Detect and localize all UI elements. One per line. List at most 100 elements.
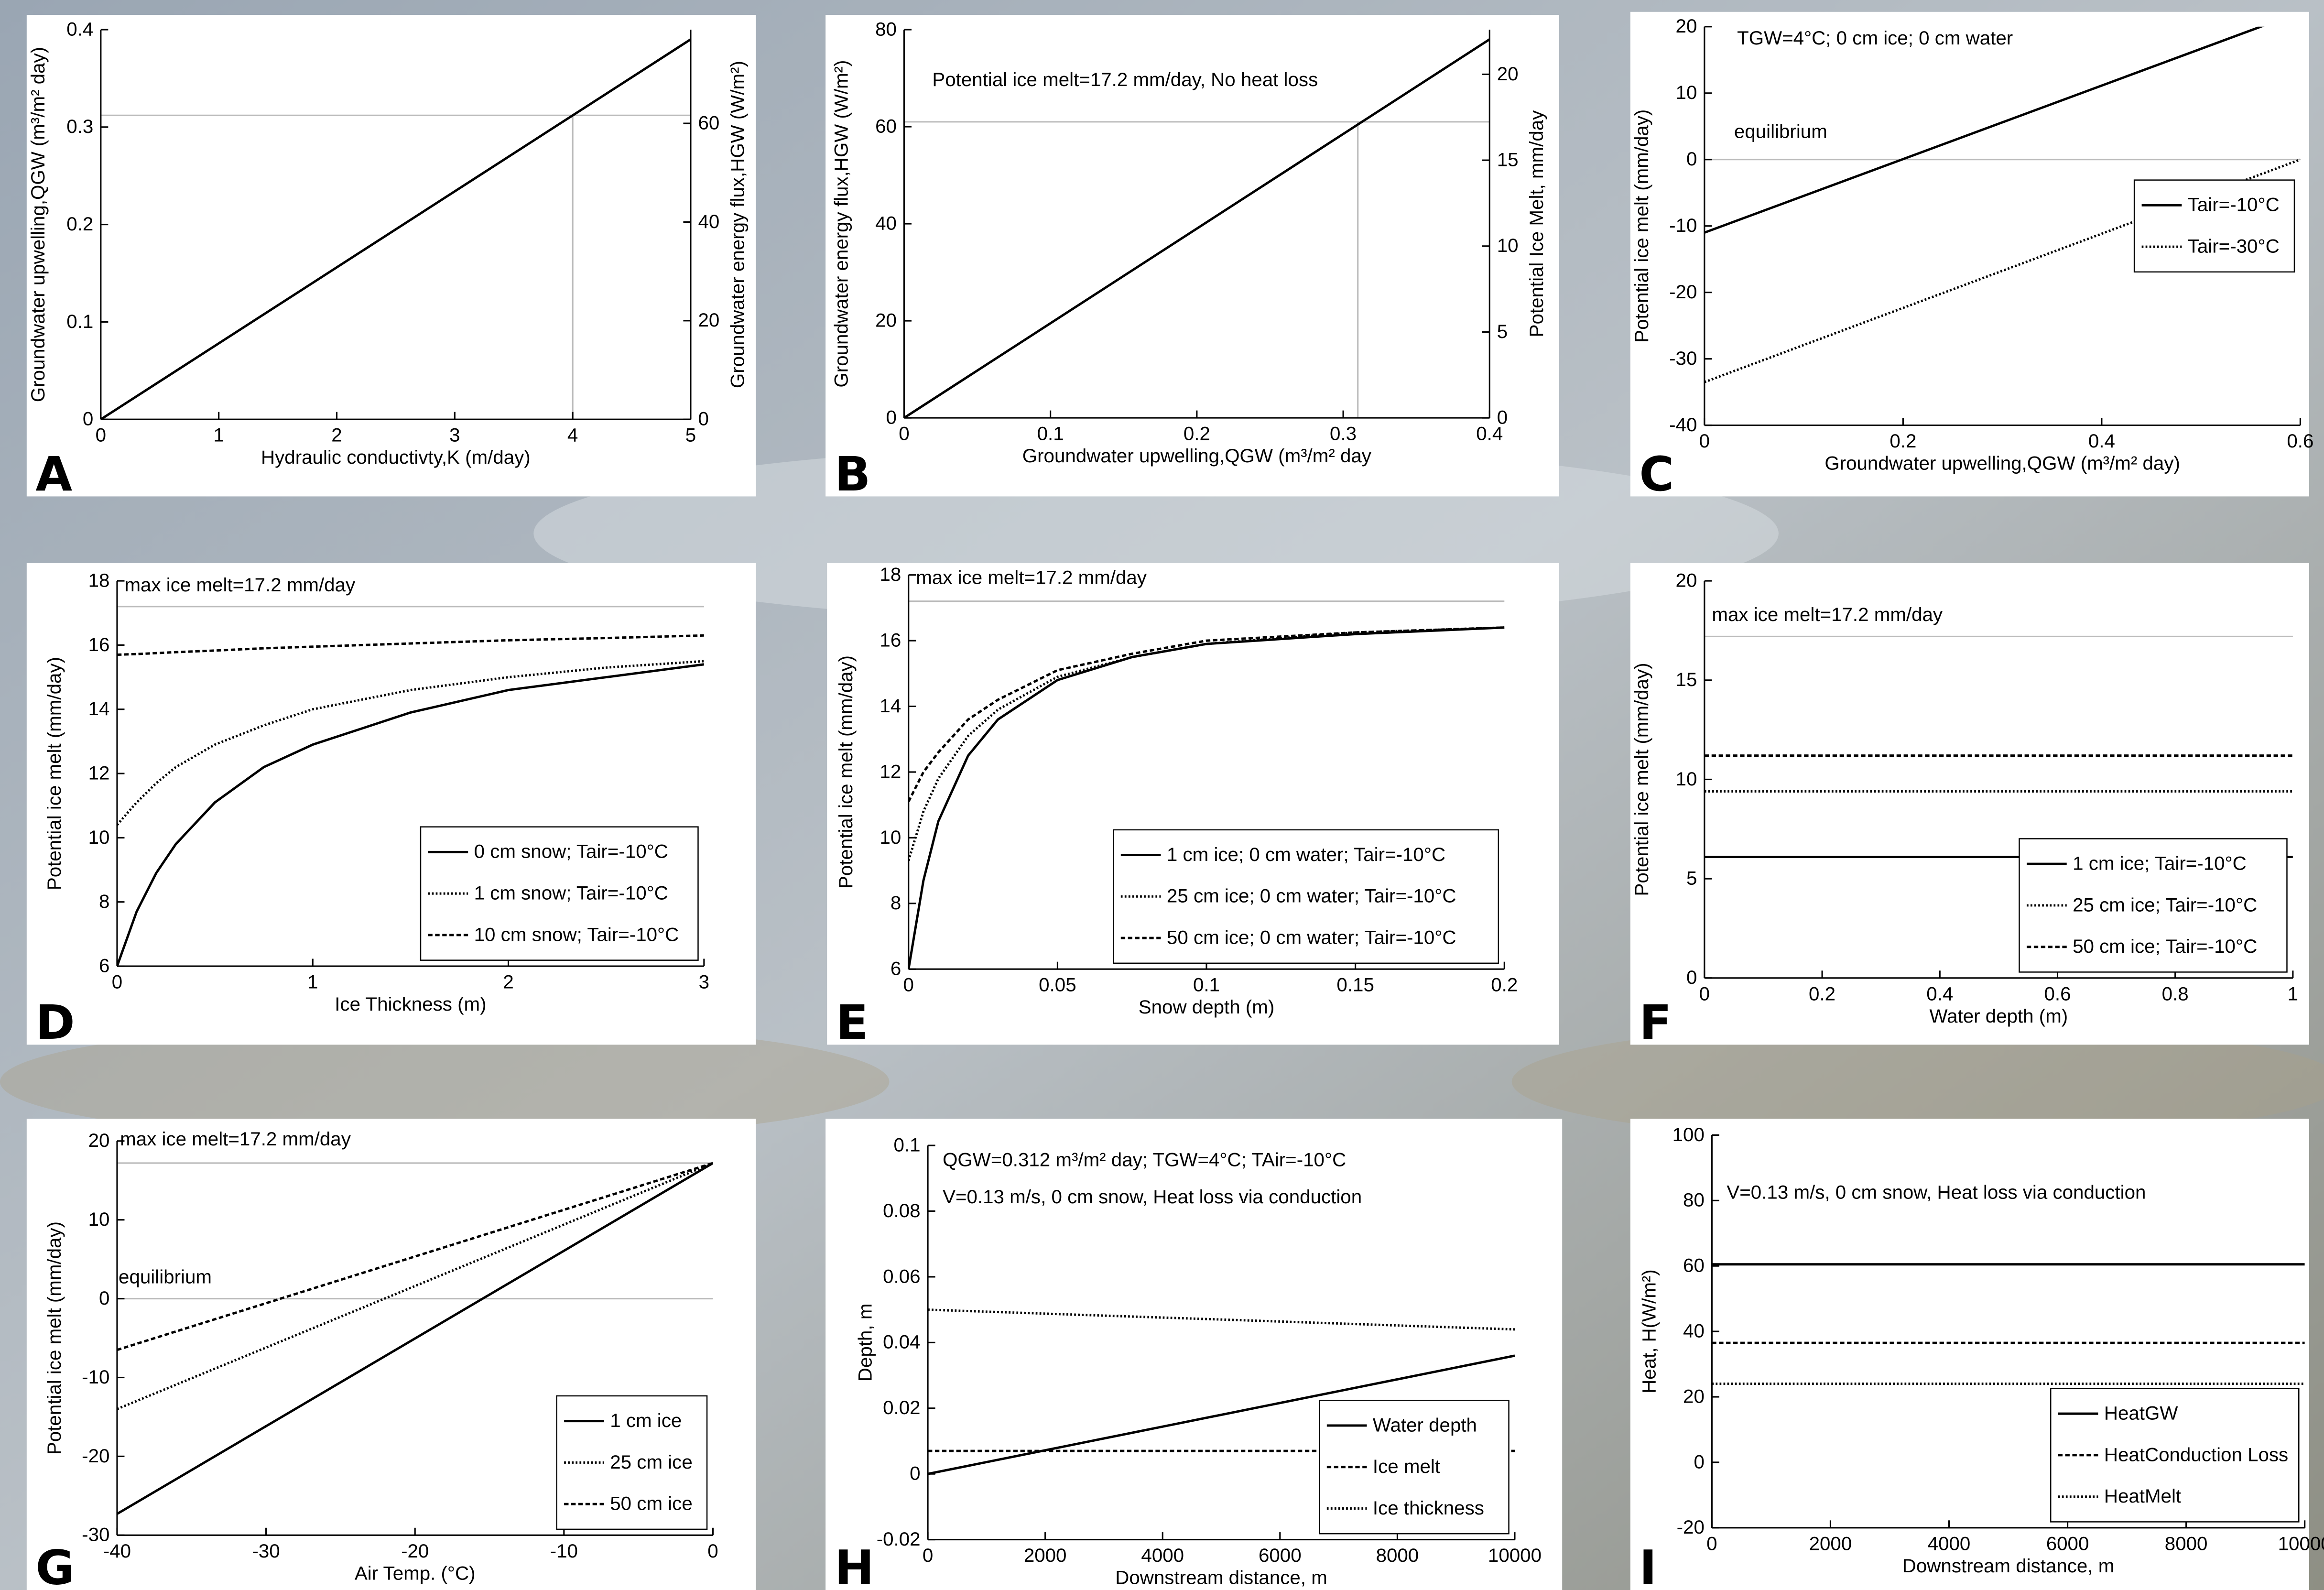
x-tick-label: 0.6 [2044, 983, 2071, 1004]
annotation: max ice melt=17.2 mm/day [1712, 604, 1943, 625]
y-axis-label: Potential ice melt (mm/day) [835, 655, 857, 889]
y-axis-label: Potential ice melt (mm/day) [43, 657, 65, 890]
x-tick-label: 1 [2288, 983, 2298, 1004]
x-tick-label: 0.2 [1491, 974, 1518, 996]
x-tick-label: 8000 [1376, 1545, 1419, 1566]
x-tick-label: -10 [550, 1540, 578, 1562]
y2-axis-label: Groundwater energy flux,HGW (W/m²) [727, 61, 749, 388]
y-tick-label: -20 [1669, 281, 1697, 303]
panel: 0123681012141618Ice Thickness (m)Potenti… [27, 563, 756, 1050]
x-tick-label: 0 [96, 425, 106, 446]
y-tick-label: 14 [880, 695, 901, 717]
legend-label: Water depth [1373, 1414, 1477, 1436]
x-tick-label: 0 [1706, 1533, 1717, 1554]
legend-label: 0 cm snow; Tair=-10°C [474, 841, 668, 862]
y-tick-label: -0.02 [877, 1528, 921, 1550]
y-tick-label: 0.04 [883, 1331, 920, 1353]
x-tick-label: 0.8 [2162, 983, 2189, 1004]
annotation: V=0.13 m/s, 0 cm snow, Heat loss via con… [943, 1186, 1362, 1208]
x-tick-label: 4000 [1141, 1545, 1184, 1566]
panel-letter: D [35, 995, 75, 1050]
x-tick-label: 0.2 [1809, 983, 1835, 1004]
y-tick-label: 8 [99, 891, 109, 912]
x-axis-label: Downstream distance, m [1902, 1555, 2115, 1577]
y-tick-label: 80 [875, 18, 897, 40]
y-tick-label: 40 [875, 212, 897, 234]
y2-tick-label: 40 [698, 211, 719, 232]
y2-axis-label: Potential Ice Melt, mm/day [1526, 110, 1547, 338]
annotation: TGW=4°C; 0 cm ice; 0 cm water [1737, 27, 2013, 49]
x-tick-label: 0 [899, 423, 909, 445]
x-tick-label: 0.2 [1184, 423, 1210, 445]
x-tick-label: 3 [699, 971, 709, 993]
legend-label: 25 cm ice [610, 1451, 692, 1473]
x-tick-label: 10000 [2278, 1533, 2324, 1554]
x-tick-label: 8000 [2165, 1533, 2208, 1554]
figure: 01234500.10.20.30.40204060Groundwater en… [0, 0, 2324, 1590]
x-tick-label: 0.6 [2287, 430, 2313, 452]
annotation: max ice melt=17.2 mm/day [124, 574, 356, 596]
y-tick-label: 18 [880, 564, 901, 585]
y-tick-label: -10 [82, 1366, 109, 1388]
y-tick-label: 20 [1683, 1385, 1705, 1407]
x-tick-label: 4000 [1928, 1533, 1971, 1554]
y-tick-label: 0.3 [66, 116, 93, 137]
y-tick-label: 10 [1676, 768, 1697, 790]
x-tick-label: 2 [331, 425, 342, 446]
legend-label: Ice thickness [1373, 1497, 1484, 1519]
x-tick-label: 0.4 [1926, 983, 1953, 1004]
x-tick-label: 0 [112, 971, 122, 993]
y-axis-label: Potential ice melt (mm/day) [1631, 663, 1652, 896]
x-tick-label: 0.2 [1890, 430, 1916, 452]
x-tick-label: 0.1 [1037, 423, 1064, 445]
legend-label: Tair=-10°C [2188, 194, 2280, 216]
y2-tick-label: 5 [1497, 321, 1508, 342]
y-tick-label: 16 [88, 634, 110, 655]
x-axis-label: Groundwater upwelling,QGW (m³/m² day [1022, 445, 1372, 467]
y-tick-label: 10 [88, 1209, 110, 1230]
annotation: Potential ice melt=17.2 mm/day, No heat … [932, 69, 1318, 90]
x-tick-label: 2 [503, 971, 513, 993]
x-tick-label: 0.1 [1193, 974, 1220, 996]
y-tick-label: 12 [880, 761, 901, 782]
x-axis-label: Groundwater upwelling,QGW (m³/m² day) [1824, 453, 2180, 474]
annotation: equilibrium [1734, 120, 1827, 142]
x-tick-label: 5 [685, 425, 696, 446]
x-axis-label: Hydraulic conductivty,K (m/day) [261, 447, 531, 468]
x-tick-label: -20 [401, 1540, 429, 1562]
x-axis-label: Water depth (m) [1930, 1005, 2068, 1027]
y-tick-label: 20 [875, 309, 897, 331]
y-tick-label: -20 [1677, 1516, 1705, 1538]
legend-label: 25 cm ice; Tair=-10°C [2073, 894, 2257, 915]
y-tick-label: 0 [1686, 967, 1697, 988]
legend-label: 1 cm ice [610, 1410, 682, 1431]
y2-tick-label: 20 [1497, 63, 1519, 85]
y-tick-label: 0 [886, 407, 897, 428]
panel-letter: F [1639, 995, 1672, 1050]
y-tick-label: 10 [1676, 82, 1697, 103]
y-tick-label: 0 [910, 1463, 920, 1484]
panel: 00.10.20.30.402040608005101520Potential … [825, 15, 1559, 502]
x-tick-label: 0.3 [1330, 423, 1357, 445]
panel: 0200040006000800010000-0.0200.020.040.06… [825, 1119, 1562, 1590]
x-tick-label: 0 [707, 1540, 718, 1562]
x-tick-label: 4 [567, 425, 578, 446]
y-tick-label: 0 [83, 408, 93, 430]
y-tick-label: 20 [1676, 569, 1697, 591]
x-tick-label: 3 [449, 425, 460, 446]
legend-label: HeatMelt [2104, 1485, 2181, 1507]
y-tick-label: 0.1 [66, 311, 93, 332]
x-tick-label: 1 [307, 971, 318, 993]
legend-label: 1 cm ice; Tair=-10°C [2073, 853, 2247, 874]
y-tick-label: -10 [1669, 215, 1697, 236]
panel-letter: A [35, 447, 72, 502]
legend-label: HeatGW [2104, 1403, 2178, 1424]
y-tick-label: -40 [1669, 414, 1697, 436]
x-tick-label: 0.05 [1039, 974, 1076, 996]
y-axis-label: Potential ice melt (mm/day) [43, 1221, 65, 1455]
annotation: max ice melt=17.2 mm/day [120, 1128, 351, 1150]
panel-letter: H [835, 1541, 874, 1590]
legend-label: Tair=-30°C [2188, 236, 2280, 257]
x-tick-label: 0 [923, 1545, 933, 1566]
